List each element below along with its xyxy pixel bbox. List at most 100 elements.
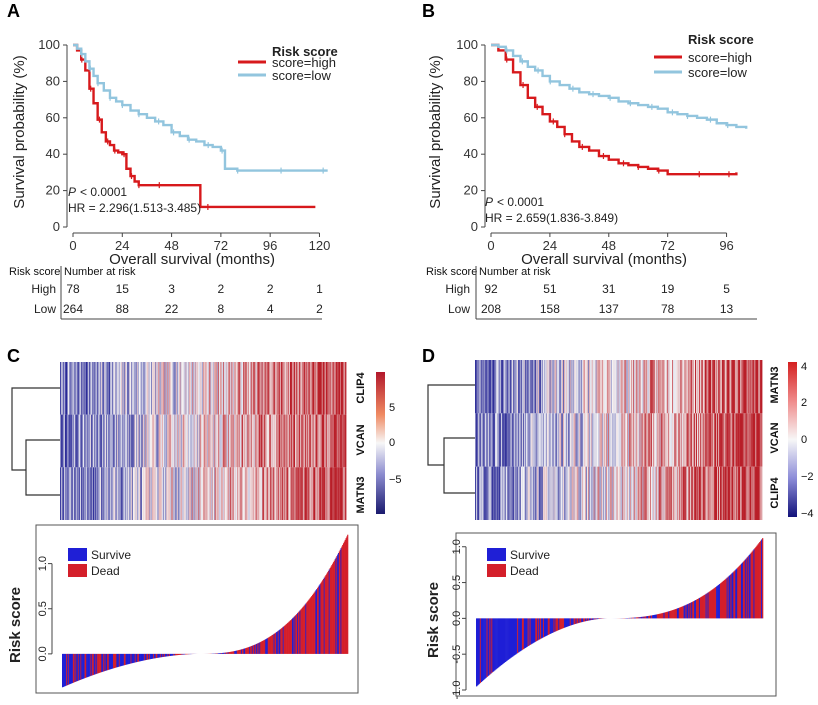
heatmap-d-cell <box>715 360 717 414</box>
heatmap-c-cell <box>294 362 296 415</box>
heatmap-c-cell <box>65 414 67 468</box>
heatmap-c-cell <box>223 467 225 520</box>
heatmap-c-cell <box>146 414 149 468</box>
heatmap-d-cell <box>668 413 670 467</box>
heatmap-c-cell <box>339 414 341 468</box>
risk-table-b-high-label: High <box>445 282 470 296</box>
heatmap-c-cell <box>308 467 310 520</box>
heatmap-d-cell <box>508 413 510 467</box>
heatmap-d-cell <box>630 466 633 520</box>
heatmap-d-cell <box>549 466 551 520</box>
heatmap-c-cell <box>249 467 252 520</box>
heatmap-d-cell <box>499 413 502 467</box>
riskplot-d-bar <box>699 597 702 619</box>
heatmap-c-cell <box>155 414 157 468</box>
heatmap-d-cell <box>607 466 609 520</box>
heatmap-c-cell <box>121 467 124 520</box>
riskplot-c-bar <box>126 653 128 665</box>
heatmap-d-cell <box>553 413 555 467</box>
riskplot-d-bar <box>687 603 689 619</box>
heatmap-c-cell <box>218 362 221 415</box>
heatmap-d-cell <box>624 413 626 467</box>
riskplot-c-bar <box>178 653 180 655</box>
riskplot-c-bar <box>128 653 131 664</box>
heatmap-c-cell <box>141 467 143 520</box>
heatmap-c-cell <box>200 467 202 520</box>
heatmap-d-cell <box>665 466 667 520</box>
riskplot-c-bar <box>113 653 115 669</box>
heatmap-c-cell <box>164 362 166 415</box>
heatmap-d-cell <box>626 466 628 520</box>
heatmap-c-cell <box>261 467 263 520</box>
riskplot-c-bar <box>291 618 294 654</box>
heatmap-d-cell <box>756 413 758 467</box>
heatmap-d-cell <box>695 413 698 467</box>
riskplot-c-bar <box>147 653 149 660</box>
riskplot-c-bar <box>91 653 93 676</box>
riskplot-c-bar <box>260 641 262 654</box>
heatmap-d-cell <box>593 466 595 520</box>
heatmap-c-cell <box>289 467 292 520</box>
km-b-ytick-label: 20 <box>464 183 478 198</box>
heatmap-c-cell <box>227 414 229 468</box>
heatmap-c-cell <box>71 362 73 415</box>
heatmap-c-cell <box>268 362 270 415</box>
heatmap-c-cell <box>332 467 334 520</box>
heatmap-c-cell <box>126 467 128 520</box>
riskplot-c-bar <box>265 639 267 654</box>
heatmap-d-cell <box>700 466 703 520</box>
risk-table-b-low-value: 137 <box>599 302 619 316</box>
riskplot-c-bar <box>87 653 90 677</box>
heatmap-d-cell <box>722 466 725 520</box>
heatmap-d-cell <box>675 466 678 520</box>
heatmap-c-cell <box>290 414 293 468</box>
heatmap-c-cell <box>343 362 345 415</box>
heatmap-c-cell <box>186 414 188 468</box>
heatmap-c-cell <box>119 467 121 520</box>
heatmap-c-cell <box>125 467 127 520</box>
riskplot-c-bar <box>259 642 261 654</box>
riskplot-c-bar <box>119 653 121 667</box>
heatmap-d-cell <box>750 466 752 520</box>
riskplot-d-bar <box>752 550 754 619</box>
heatmap-c-cell <box>286 467 288 520</box>
colorbar-d-tick-4: −2 <box>801 471 814 483</box>
dendrogram-c <box>11 387 60 496</box>
heatmap-d-cell <box>507 466 509 520</box>
heatmap-c-cell <box>100 362 102 415</box>
heatmap-d-cell <box>495 413 497 467</box>
riskplot-c-bar <box>115 653 117 668</box>
riskplot-d-bar <box>698 597 701 619</box>
heatmap-d-cell <box>703 413 705 467</box>
riskplot-d-bar <box>553 618 555 633</box>
heatmap-c-cell <box>330 414 333 468</box>
heatmap-c-cell <box>204 467 206 520</box>
riskplot-c-bar <box>287 622 289 654</box>
heatmap-c-cell <box>141 414 143 468</box>
heatmap-c-cell <box>112 414 114 468</box>
riskplot-d-bar <box>679 607 682 619</box>
heatmap-d-cell <box>749 413 751 467</box>
heatmap-c-cell <box>195 467 197 520</box>
heatmap-d-cell <box>614 413 617 467</box>
heatmap-d-cell <box>501 413 504 467</box>
heatmap-d-cell <box>559 413 561 467</box>
heatmap-c-cell <box>160 467 162 520</box>
riskplot-d-bar <box>730 574 732 619</box>
heatmap-d-cell <box>691 413 693 467</box>
heatmap-d-cell <box>718 466 721 520</box>
heatmap-c-cell <box>195 414 197 468</box>
heatmap-c-cell <box>73 467 75 520</box>
heatmap-d-cell <box>687 360 689 414</box>
heatmap-d-cell <box>700 413 703 467</box>
heatmap-c-cell <box>260 414 262 468</box>
riskplot-c-bar <box>327 572 329 654</box>
heatmap-c-cell <box>227 362 229 415</box>
heatmap-d-cell <box>605 466 607 520</box>
heatmap-c-cell <box>172 467 174 520</box>
heatmap-c-cell <box>230 362 232 415</box>
heatmap-c-cell <box>286 414 288 468</box>
riskplot-d-bar <box>585 618 587 622</box>
heatmap-d-cell <box>709 413 711 467</box>
heatmap-d-cell <box>681 360 683 414</box>
